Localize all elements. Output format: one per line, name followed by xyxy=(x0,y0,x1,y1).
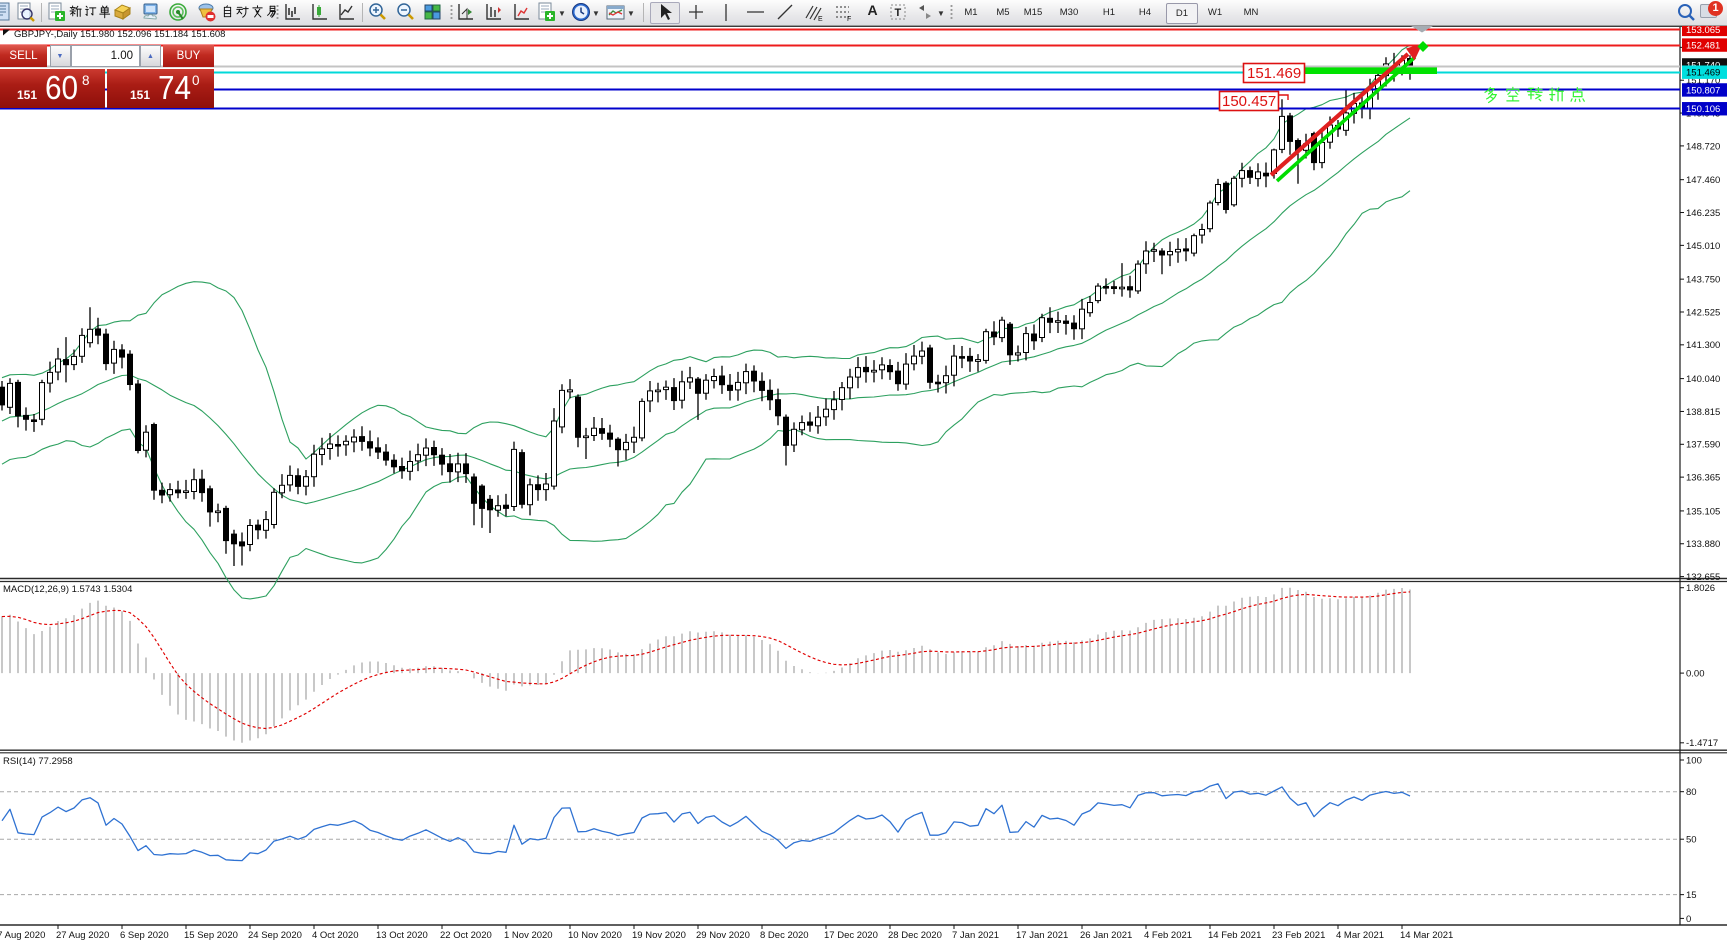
svg-text:138.815: 138.815 xyxy=(1686,407,1720,418)
svg-text:14 Feb 2021: 14 Feb 2021 xyxy=(1208,930,1261,941)
svg-text:4 Feb 2021: 4 Feb 2021 xyxy=(1144,930,1192,941)
svg-text:143.750: 143.750 xyxy=(1686,275,1720,286)
svg-text:RSI(14) 77.2958: RSI(14) 77.2958 xyxy=(3,756,73,767)
svg-text:26 Jan 2021: 26 Jan 2021 xyxy=(1080,930,1132,941)
svg-text:14 Mar 2021: 14 Mar 2021 xyxy=(1400,930,1453,941)
svg-text:137.590: 137.590 xyxy=(1686,440,1720,451)
svg-text:50: 50 xyxy=(1686,835,1697,846)
svg-text:132.655: 132.655 xyxy=(1686,572,1720,583)
svg-text:153.065: 153.065 xyxy=(1686,25,1720,36)
svg-text:6 Sep 2020: 6 Sep 2020 xyxy=(120,930,169,941)
svg-text:8 Dec 2020: 8 Dec 2020 xyxy=(760,930,809,941)
svg-text:151.170: 151.170 xyxy=(1686,76,1720,87)
svg-text:E: E xyxy=(818,16,823,23)
svg-text:15 Sep 2020: 15 Sep 2020 xyxy=(184,930,238,941)
svg-text:28 Dec 2020: 28 Dec 2020 xyxy=(888,930,942,941)
svg-text:MACD(12,26,9) 1.5743 1.5304: MACD(12,26,9) 1.5743 1.5304 xyxy=(3,584,132,595)
svg-text:150.457: 150.457 xyxy=(1222,93,1276,110)
svg-text:140.040: 140.040 xyxy=(1686,374,1720,385)
svg-text:13 Oct 2020: 13 Oct 2020 xyxy=(376,930,428,941)
svg-text:142.525: 142.525 xyxy=(1686,307,1720,318)
svg-text:7 Jan 2021: 7 Jan 2021 xyxy=(952,930,999,941)
svg-text:80: 80 xyxy=(1686,787,1697,798)
svg-text:1 Nov 2020: 1 Nov 2020 xyxy=(504,930,553,941)
svg-text:135.105: 135.105 xyxy=(1686,506,1720,517)
svg-text:27 Aug 2020: 27 Aug 2020 xyxy=(56,930,109,941)
svg-text:19 Nov 2020: 19 Nov 2020 xyxy=(632,930,686,941)
svg-text:T: T xyxy=(895,7,902,19)
svg-text:136.365: 136.365 xyxy=(1686,473,1720,484)
svg-text:23 Feb 2021: 23 Feb 2021 xyxy=(1272,930,1325,941)
svg-text:15: 15 xyxy=(1686,890,1697,901)
svg-text:148.720: 148.720 xyxy=(1686,141,1720,152)
svg-text:147.460: 147.460 xyxy=(1686,175,1720,186)
svg-text:24 Sep 2020: 24 Sep 2020 xyxy=(248,930,302,941)
svg-text:150.106: 150.106 xyxy=(1686,104,1720,115)
svg-text:10 Nov 2020: 10 Nov 2020 xyxy=(568,930,622,941)
svg-text:133.880: 133.880 xyxy=(1686,539,1720,550)
svg-text:150.807: 150.807 xyxy=(1686,85,1720,96)
svg-text:0: 0 xyxy=(1686,914,1691,925)
svg-text:145.010: 145.010 xyxy=(1686,241,1720,252)
svg-text:152.481: 152.481 xyxy=(1686,40,1720,51)
svg-text:151.469: 151.469 xyxy=(1686,68,1720,79)
svg-text:F: F xyxy=(847,16,851,23)
svg-text:146.235: 146.235 xyxy=(1686,208,1720,219)
svg-text:17 Jan 2021: 17 Jan 2021 xyxy=(1016,930,1068,941)
svg-text:GBPJPY-,Daily 151.980 152.096: GBPJPY-,Daily 151.980 152.096 151.184 15… xyxy=(14,29,225,40)
svg-text:141.300: 141.300 xyxy=(1686,340,1720,351)
svg-text:0.00: 0.00 xyxy=(1686,669,1705,680)
svg-text:4 Oct 2020: 4 Oct 2020 xyxy=(312,930,358,941)
svg-text:17 Dec 2020: 17 Dec 2020 xyxy=(824,930,878,941)
svg-text:22 Oct 2020: 22 Oct 2020 xyxy=(440,930,492,941)
svg-text:151.469: 151.469 xyxy=(1247,65,1301,82)
svg-text:100: 100 xyxy=(1686,755,1702,766)
svg-text:4 Mar 2021: 4 Mar 2021 xyxy=(1336,930,1384,941)
svg-text:17 Aug 2020: 17 Aug 2020 xyxy=(0,930,45,941)
svg-text:1.8026: 1.8026 xyxy=(1686,583,1715,594)
svg-text:-1.4717: -1.4717 xyxy=(1686,738,1718,749)
svg-text:29 Nov 2020: 29 Nov 2020 xyxy=(696,930,750,941)
